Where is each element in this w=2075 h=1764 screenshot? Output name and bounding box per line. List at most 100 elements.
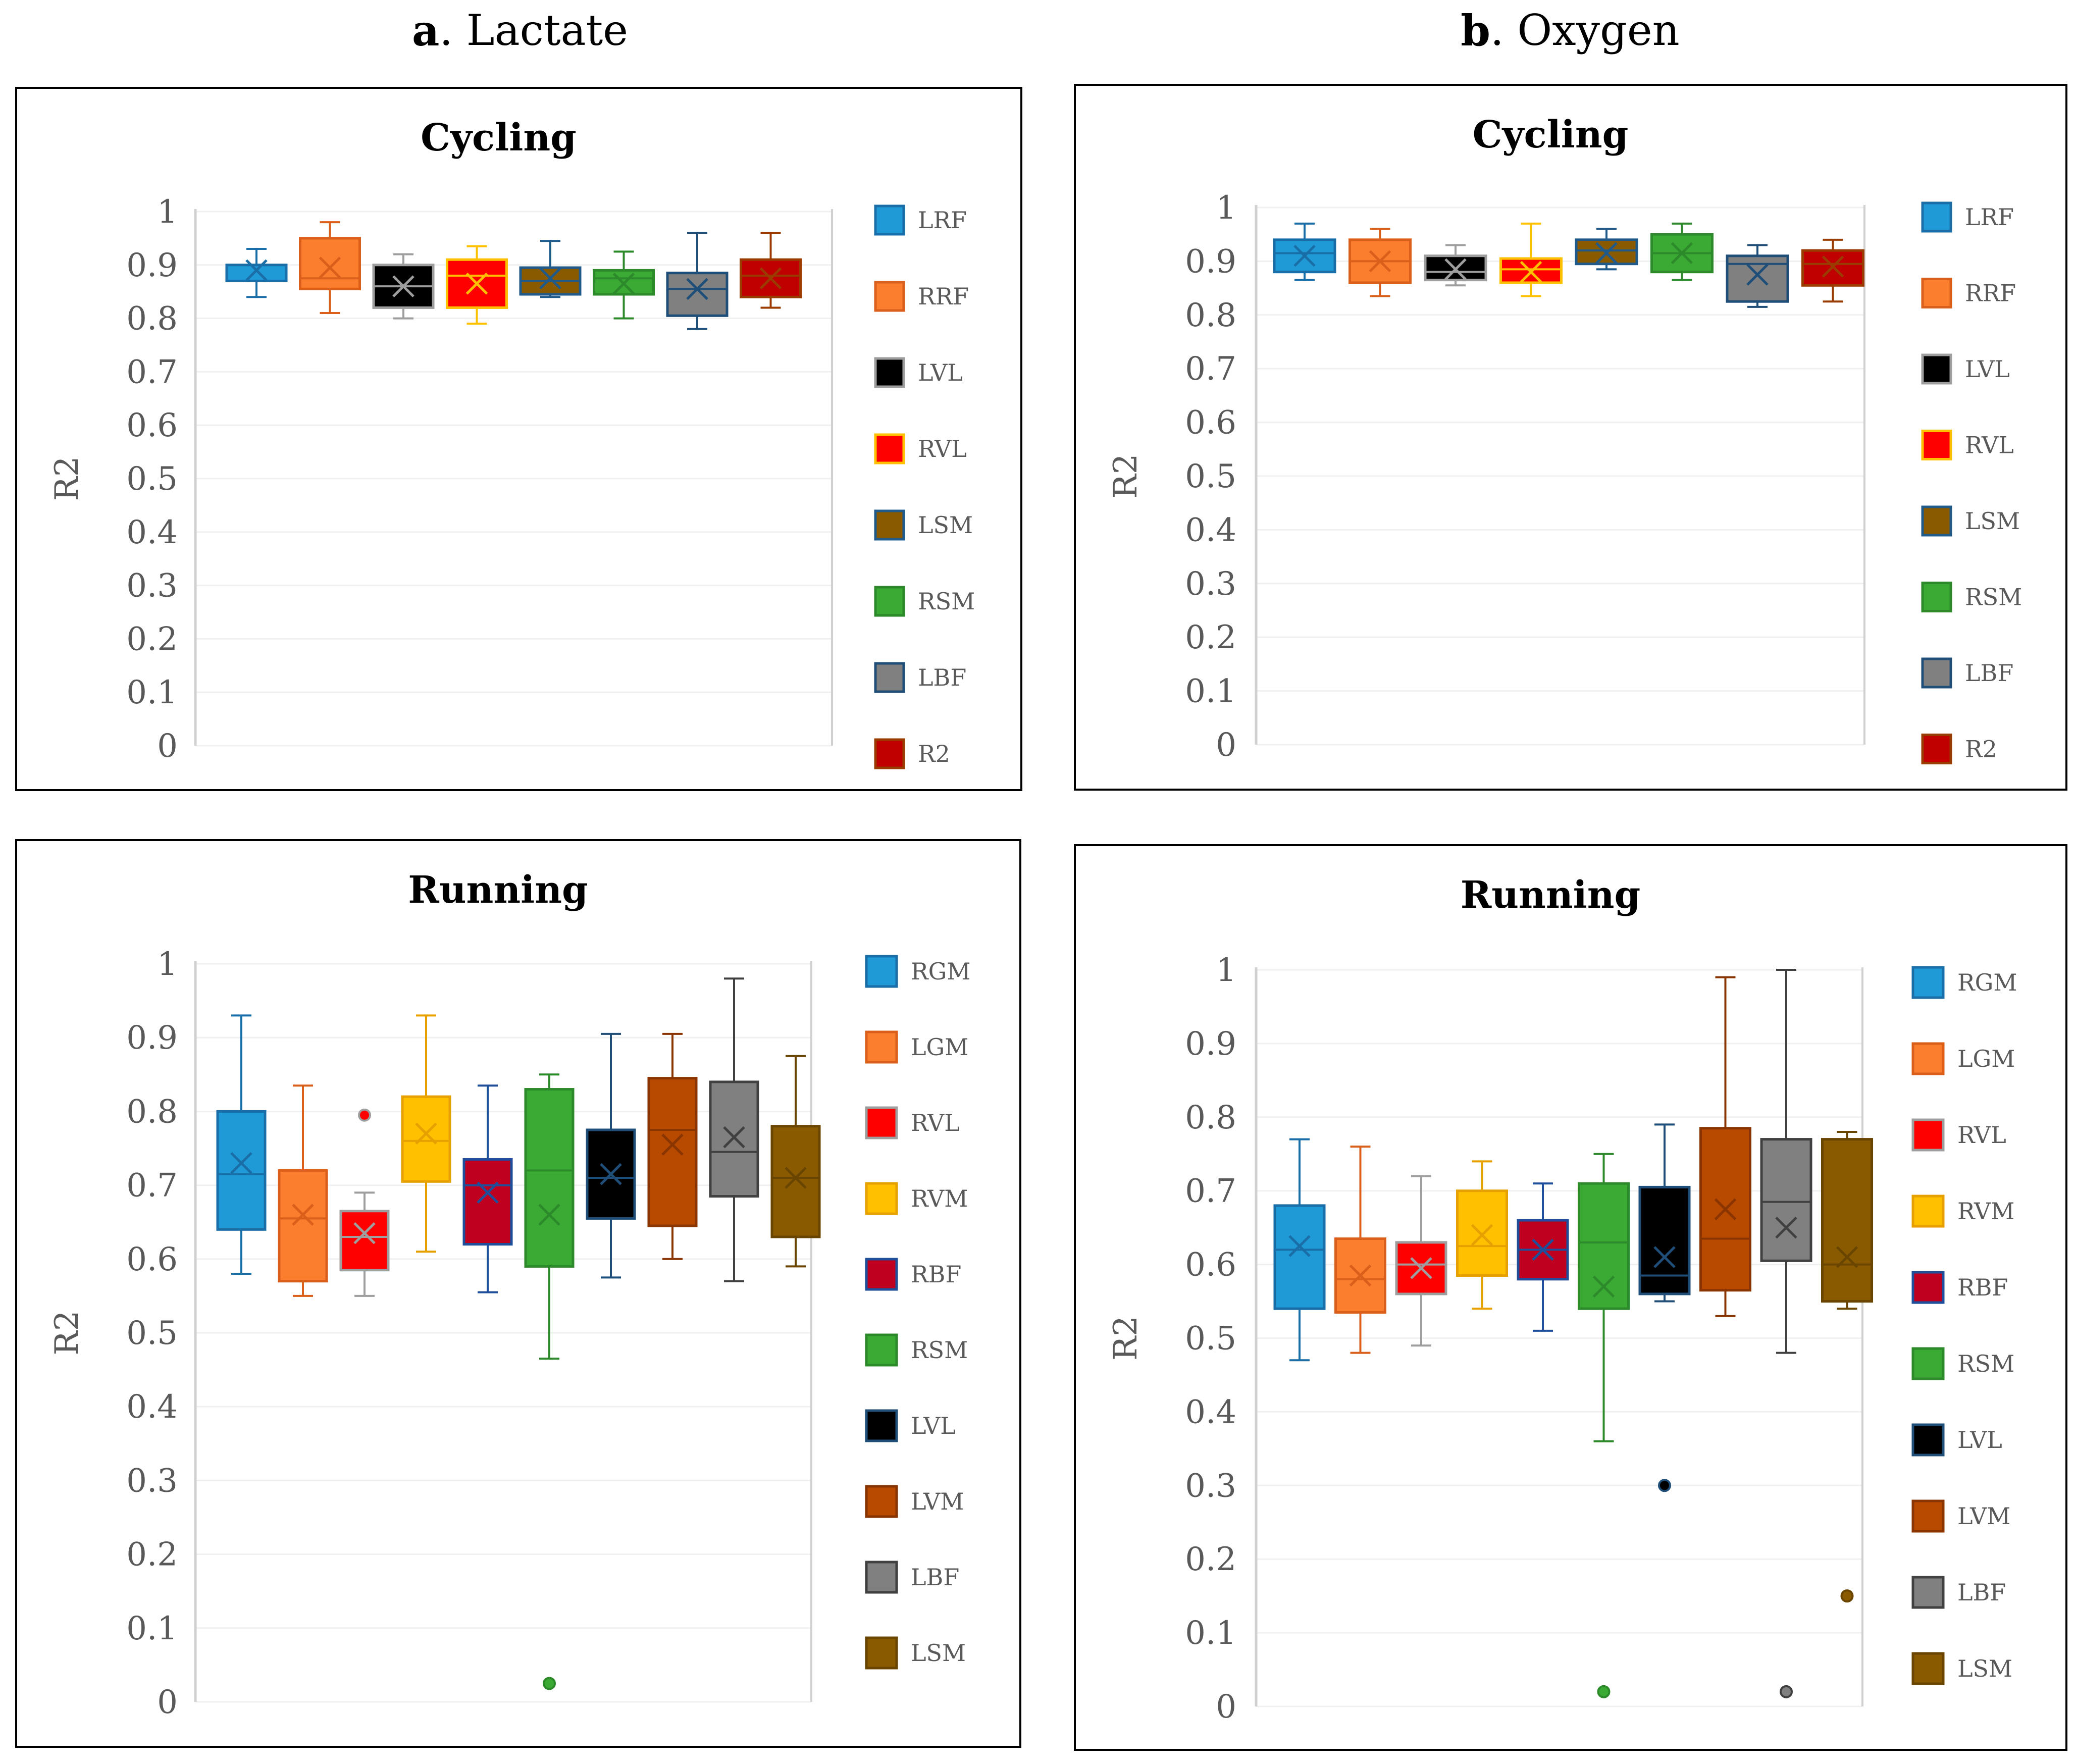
heading-lactate: a. Lactate (15, 0, 1025, 61)
mean-marker (600, 1163, 622, 1185)
y-tick-label: 0.2 (126, 1536, 178, 1574)
legend-swatch (874, 738, 905, 769)
legend-label: LSM (918, 511, 973, 539)
chart-oxygen-cycling: Cycling 0 0.1 0.2 0.3 0.4 0.5 0.6 0.7 0.8 0.9 1 R2 LR… (1074, 84, 2067, 791)
y-tick-label: 0.7 (126, 1167, 178, 1205)
legend-label: R2 (918, 740, 950, 767)
legend-label: LVL (1957, 1426, 2002, 1454)
legend-swatch (874, 662, 905, 693)
mean-marker (1592, 1275, 1615, 1298)
legend-swatch (865, 1030, 898, 1064)
box-rvm (401, 1014, 451, 1253)
mean-marker (661, 1133, 684, 1156)
legend-label: LSM (911, 1639, 966, 1667)
mean-marker (759, 267, 782, 290)
legend-swatch (1911, 1042, 1945, 1075)
legend-swatch (1921, 657, 1952, 689)
legend-swatch (865, 1106, 898, 1139)
y-tick-label: 0.5 (126, 1315, 178, 1352)
box-rect (770, 1125, 821, 1238)
mean-marker (1349, 1264, 1372, 1287)
y-tick-label: 0.1 (126, 674, 178, 711)
heading-oxygen-text: . Oxygen (1490, 6, 1680, 55)
legend-label: RSM (918, 588, 975, 615)
y-tick-label: 0.7 (1185, 350, 1236, 388)
legend-label: RVL (911, 1109, 960, 1136)
mean-marker (1822, 255, 1844, 278)
legend-swatch (1921, 505, 1952, 537)
y-tick-label: 0.4 (1185, 1393, 1236, 1431)
box-rect (462, 1158, 513, 1246)
chart-title: Cycling (421, 116, 577, 160)
box-rsm (1650, 222, 1714, 281)
y-tick-label: 0.6 (1185, 1247, 1236, 1284)
y-tick-label: 0.5 (1185, 1320, 1236, 1358)
chart-title: Running (408, 868, 588, 912)
y-tick-label: 0.9 (1185, 243, 1236, 280)
box-rect (1821, 1138, 1873, 1303)
y-tick-label: 0.4 (126, 1388, 178, 1426)
legend-swatch (1921, 278, 1952, 308)
legend-swatch (1921, 582, 1952, 612)
y-tick-label: 0.4 (1185, 511, 1236, 549)
legend-swatch (865, 1636, 898, 1670)
y-tick-label: 0.6 (1185, 404, 1236, 442)
chart-svg: Cycling 0 0.1 0.2 0.3 0.4 0.5 0.6 0.7 0.8 0.9 1 R2 LR… (48, 116, 975, 769)
box-lvm (1699, 976, 1751, 1317)
legend-swatch (1921, 430, 1952, 460)
mean-marker (1444, 258, 1467, 281)
y-tick-label: 0.8 (126, 300, 178, 338)
chart-title: Cycling (1473, 113, 1629, 157)
box-rect (225, 264, 288, 283)
legend-label: LVM (911, 1488, 964, 1515)
box-lsm (770, 1055, 821, 1268)
mean-marker (1671, 242, 1693, 265)
mean-marker (392, 275, 414, 297)
heading-lactate-text: . Lactate (439, 6, 629, 55)
legend-label: RGM (1957, 969, 2017, 996)
legend-swatch (874, 586, 905, 617)
legend-label: LBF (1957, 1579, 2006, 1606)
legend-label: LSM (1957, 1655, 2012, 1682)
mean-marker (292, 1204, 314, 1226)
mean-marker (477, 1181, 499, 1204)
y-tick-label: 1 (1216, 952, 1236, 989)
legend-swatch (865, 955, 898, 988)
legend-label: RVL (1965, 432, 2014, 459)
box-rect (709, 1080, 759, 1198)
box-lrf (225, 248, 288, 298)
chart-oxygen-running: Running 0 0.1 0.2 0.3 0.4 0.5 0.6 0.7 0.8 0.9 1 R2 RG… (1074, 844, 2067, 1751)
box-rvl (446, 245, 508, 325)
legend-label: LRF (918, 206, 967, 234)
box-rvl (1499, 222, 1563, 297)
y-tick-label: 0.1 (1185, 1615, 1236, 1652)
mean-marker (538, 1204, 560, 1226)
box-rvl (1395, 1175, 1447, 1347)
legend-swatch (874, 433, 905, 464)
y-tick-label: 0 (157, 1684, 178, 1721)
mean-marker (1746, 264, 1769, 286)
mean-marker (1410, 1257, 1432, 1279)
legend-swatch (1921, 353, 1952, 385)
y-tick-label: 0.9 (126, 1019, 178, 1057)
legend-label: RVM (911, 1185, 968, 1212)
legend-label: LBF (911, 1564, 959, 1591)
y-tick-label: 0.3 (1185, 565, 1236, 603)
legend-label: RVL (918, 435, 967, 462)
y-tick-label: 0.2 (1185, 619, 1236, 656)
legend-label: RBF (1957, 1274, 2008, 1301)
y-tick-label: 0.5 (126, 460, 178, 498)
legend-swatch (865, 1561, 898, 1594)
y-tick-label: 0.3 (126, 1462, 178, 1499)
box-rsm (593, 250, 655, 320)
mean-marker (723, 1126, 745, 1149)
legend-label: LGM (911, 1033, 968, 1061)
y-axis-label: R2 (48, 456, 86, 501)
legend-swatch (865, 1258, 898, 1291)
y-tick-label: 0.6 (126, 1241, 178, 1278)
legend-swatch (1911, 966, 1945, 999)
y-tick-label: 0.7 (1185, 1173, 1236, 1210)
y-tick-label: 1 (1216, 189, 1236, 227)
mean-marker (612, 273, 635, 295)
legend-swatch (1911, 1423, 1945, 1457)
